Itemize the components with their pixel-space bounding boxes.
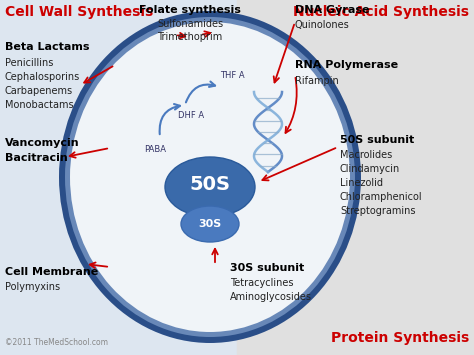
Ellipse shape	[181, 206, 239, 242]
Text: ©2011 TheMedSchool.com: ©2011 TheMedSchool.com	[5, 338, 108, 347]
Text: Cephalosporins: Cephalosporins	[5, 72, 80, 82]
Text: THF A: THF A	[220, 71, 245, 80]
Text: Bacitracin: Bacitracin	[5, 153, 68, 163]
Bar	[237, 0, 474, 355]
Text: Trimethoprim: Trimethoprim	[157, 32, 223, 42]
Ellipse shape	[165, 157, 255, 217]
Text: Folate synthesis: Folate synthesis	[139, 5, 241, 15]
Text: Cell Membrane: Cell Membrane	[5, 267, 98, 277]
Text: Beta Lactams: Beta Lactams	[5, 42, 90, 52]
Text: 50S: 50S	[190, 175, 230, 195]
Text: DHF A: DHF A	[178, 110, 204, 120]
Ellipse shape	[59, 11, 361, 343]
Text: Cell Wall Synthesis: Cell Wall Synthesis	[5, 5, 153, 19]
Text: Monobactams: Monobactams	[5, 100, 73, 110]
Text: Macrolides: Macrolides	[340, 150, 392, 160]
Text: Rifampin: Rifampin	[295, 76, 339, 86]
Bar	[0, 0, 237, 355]
Ellipse shape	[65, 17, 355, 337]
Text: Protein Synthesis: Protein Synthesis	[331, 331, 469, 345]
Text: Streptogramins: Streptogramins	[340, 206, 416, 216]
Text: Tetracyclines: Tetracyclines	[230, 278, 293, 288]
Text: Linezolid: Linezolid	[340, 178, 383, 188]
Text: Polymyxins: Polymyxins	[5, 282, 60, 292]
Text: Chloramphenicol: Chloramphenicol	[340, 192, 423, 202]
Text: 30S: 30S	[199, 219, 222, 229]
Text: RNA Polymerase: RNA Polymerase	[295, 60, 398, 70]
Text: Clindamycin: Clindamycin	[340, 164, 400, 174]
Text: Quinolones: Quinolones	[295, 20, 350, 30]
Text: DNA Gyrase: DNA Gyrase	[295, 5, 370, 15]
Ellipse shape	[70, 22, 350, 332]
Text: Nucleic Acid Synthesis: Nucleic Acid Synthesis	[293, 5, 469, 19]
Text: 30S subunit: 30S subunit	[230, 263, 304, 273]
Text: Carbapenems: Carbapenems	[5, 86, 73, 96]
Text: Vancomycin: Vancomycin	[5, 138, 80, 148]
Text: Sulfonamides: Sulfonamides	[157, 19, 223, 29]
Text: Penicillins: Penicillins	[5, 58, 54, 68]
Text: 50S subunit: 50S subunit	[340, 135, 414, 145]
Text: PABA: PABA	[144, 145, 166, 154]
Text: Aminoglycosides: Aminoglycosides	[230, 292, 312, 302]
